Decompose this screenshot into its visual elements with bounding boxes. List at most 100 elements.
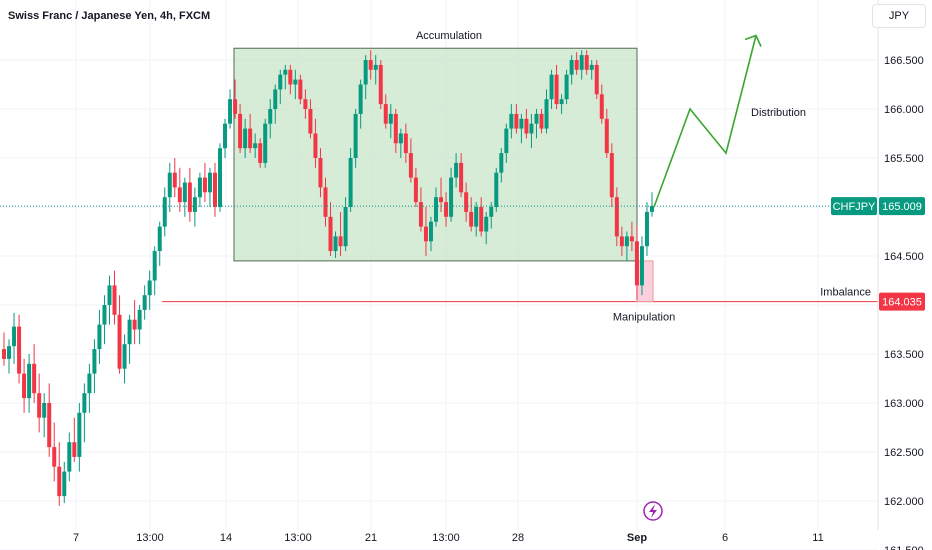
candle-body <box>333 236 338 252</box>
candle-body <box>559 99 564 105</box>
candle-body <box>77 412 82 457</box>
candle-body <box>368 60 373 70</box>
x-tick-label: 11 <box>812 532 823 544</box>
candle-body <box>238 113 243 149</box>
candle-body <box>187 182 192 212</box>
candle-body <box>413 177 418 203</box>
candle-body <box>338 236 343 247</box>
candle-body <box>373 64 378 70</box>
candle-body <box>454 162 459 178</box>
candle-body <box>102 305 107 325</box>
candle-body <box>619 236 624 247</box>
x-tick-label: 13:00 <box>432 532 460 544</box>
candle-body <box>288 69 293 85</box>
price-tag-imbalance <box>879 292 925 311</box>
candle-body <box>353 113 358 158</box>
candle-body <box>579 55 584 70</box>
candle-body <box>378 64 383 105</box>
candle-body <box>132 319 137 330</box>
candle-body <box>182 182 187 203</box>
candles-group <box>2 50 654 506</box>
candle-body <box>348 158 353 207</box>
manipulation-box <box>636 260 654 303</box>
candle-body <box>398 133 403 144</box>
candle-body <box>147 280 152 296</box>
candle-body <box>308 109 313 134</box>
projection-path <box>653 35 757 208</box>
distribution-label: Distribution <box>751 107 806 119</box>
candle-body <box>278 74 283 90</box>
candle-body <box>202 177 207 193</box>
candle-body <box>534 113 539 124</box>
candle-body <box>434 197 438 222</box>
candle-body <box>629 236 634 242</box>
candle-body <box>283 69 288 75</box>
x-tick-label: 6 <box>722 532 728 544</box>
candle-body <box>539 113 544 129</box>
candle-body <box>408 153 413 178</box>
price-tag-current <box>879 197 925 216</box>
x-tick-label: 28 <box>512 532 524 544</box>
price-tag-imbalance-label: 164.035 <box>882 297 922 309</box>
candle-body <box>253 143 258 149</box>
candle-body <box>243 128 248 149</box>
manipulation-label: Manipulation <box>613 312 675 324</box>
price-axis[interactable]: 166.500166.000165.500165.000164.500164.0… <box>884 55 924 550</box>
candle-body <box>162 197 167 227</box>
y-tick-label: 162.000 <box>884 496 924 508</box>
candle-body <box>273 89 278 109</box>
candle-body <box>393 113 398 144</box>
candle-body <box>32 363 37 394</box>
candle-body <box>112 285 117 315</box>
x-tick-label: 14 <box>220 532 232 544</box>
candle-body <box>403 133 408 154</box>
candle-body <box>544 99 549 129</box>
candle-body <box>57 466 62 497</box>
candle-body <box>298 79 303 100</box>
candle-body <box>212 172 217 207</box>
candle-body <box>142 295 147 310</box>
candle-body <box>624 236 629 247</box>
y-tick-label: 161.500 <box>884 545 924 550</box>
candle-body <box>514 113 519 129</box>
lightning-icon[interactable] <box>643 501 663 521</box>
x-tick-label: 21 <box>365 532 377 544</box>
candle-body <box>318 158 323 188</box>
candle-body <box>639 246 644 286</box>
y-tick-label: 162.500 <box>884 447 924 459</box>
candle-body <box>42 403 47 418</box>
candle-body <box>207 172 212 193</box>
imbalance-label: Imbalance <box>820 287 871 299</box>
candle-body <box>564 74 569 100</box>
y-tick-label: 166.000 <box>884 104 924 116</box>
candle-body <box>444 202 449 217</box>
y-tick-label: 164.500 <box>884 251 924 263</box>
price-tags: CHFJPY 165.009 164.035 <box>831 197 925 311</box>
candle-body <box>152 251 157 281</box>
candle-body <box>47 403 52 448</box>
candle-body <box>228 99 233 124</box>
candle-body <box>358 84 363 114</box>
x-tick-label: 13:00 <box>284 532 312 544</box>
candle-body <box>363 60 368 85</box>
candle-body <box>67 442 72 472</box>
candle-body <box>12 326 17 347</box>
candle-body <box>122 344 127 369</box>
symbol-tag <box>831 197 877 216</box>
y-tick-label: 163.000 <box>884 398 924 410</box>
currency-selector[interactable]: JPY <box>872 4 926 28</box>
candle-body <box>137 309 142 330</box>
candle-body <box>519 118 524 129</box>
candle-body <box>644 211 649 247</box>
candle-body <box>549 74 554 100</box>
candle-body <box>499 153 504 173</box>
candle-body <box>388 113 393 124</box>
candle-body <box>192 197 197 212</box>
candle-body <box>328 216 333 252</box>
y-tick-label: 163.500 <box>884 349 924 361</box>
candle-body <box>423 226 428 242</box>
candle-body <box>82 393 87 413</box>
candle-body <box>509 113 514 129</box>
